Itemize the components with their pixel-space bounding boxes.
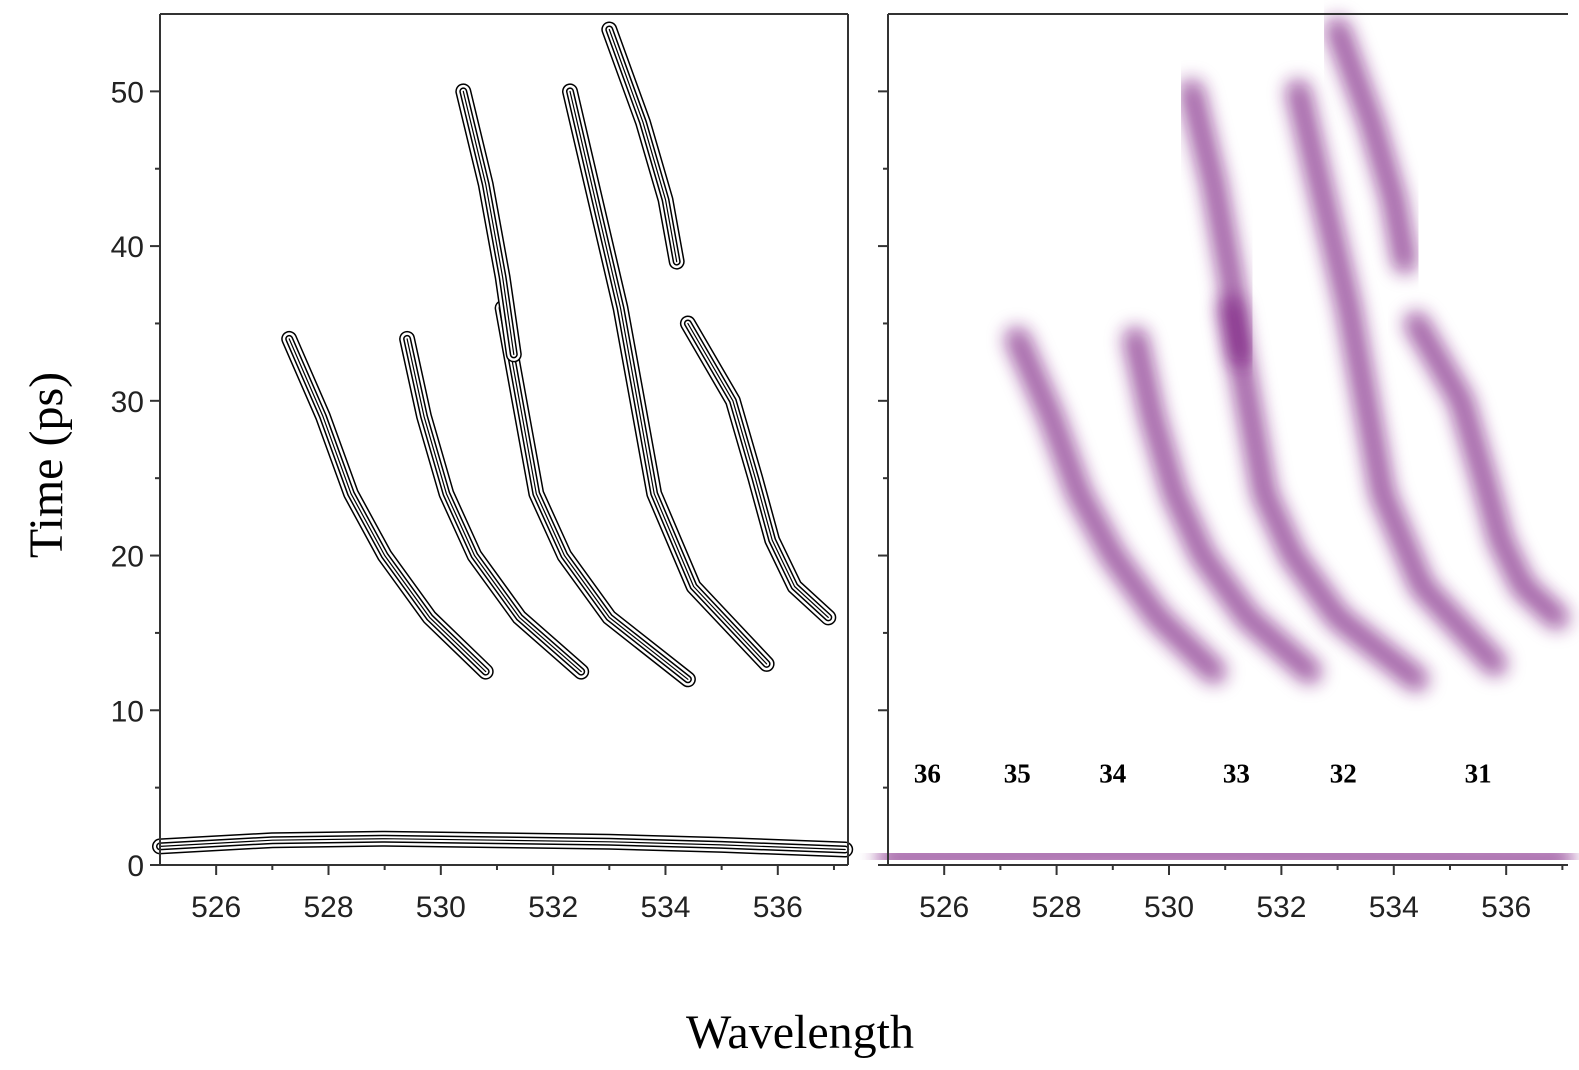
x-tick-label: 528 [1032,891,1082,924]
x-tick-label: 526 [919,891,969,924]
contour-gap [563,84,774,671]
x-tick-label: 532 [528,891,578,924]
x-tick-label: 534 [640,891,690,924]
intensity-core [1012,333,1219,677]
intensity-core [1332,24,1410,267]
y-tick-label: 30 [111,386,144,419]
intensity-core [1186,86,1247,360]
contour-inner [406,338,582,673]
y-axis-title: Time (ps) [20,372,73,558]
annotation: 34 [1099,759,1126,789]
x-tick-label: 536 [1481,891,1531,924]
intensity-core [1130,333,1315,677]
y-tick-label: 10 [111,695,144,728]
x-tick-label: 536 [753,891,803,924]
x-tick-label: 526 [191,891,241,924]
intensity-core [1293,86,1500,669]
plot-area [152,21,854,858]
x-tick-label: 530 [416,891,466,924]
contour-inner [502,307,689,680]
x-tick-label: 530 [1144,891,1194,924]
contour-mid [566,87,771,668]
contour-inner [462,90,515,355]
x-axis-title: Wavelength [686,1006,914,1059]
intensity-core [1411,318,1562,623]
intensity-core [1225,303,1422,685]
annotation: 35 [1004,759,1031,789]
plot-area [875,16,1576,872]
y-tick-label: 20 [111,541,144,574]
contour-inner [569,90,768,665]
annotation: 36 [914,759,941,789]
x-tick-label: 528 [303,891,353,924]
contour-inner [288,338,487,673]
contour-outer [562,83,775,672]
annotation: 32 [1330,759,1357,789]
y-tick-label: 50 [111,76,144,109]
x-tick-label: 534 [1369,891,1419,924]
contour-inner [608,28,678,263]
x-tick-label: 532 [1256,891,1306,924]
contour-inner [159,838,846,851]
y-tick-label: 0 [127,850,144,883]
contour-inner [687,322,829,618]
intensity-core [883,849,1568,864]
contour-gap [567,88,770,667]
annotation: 33 [1223,759,1250,789]
y-tick-label: 40 [111,231,144,264]
annotation: 31 [1465,759,1492,789]
